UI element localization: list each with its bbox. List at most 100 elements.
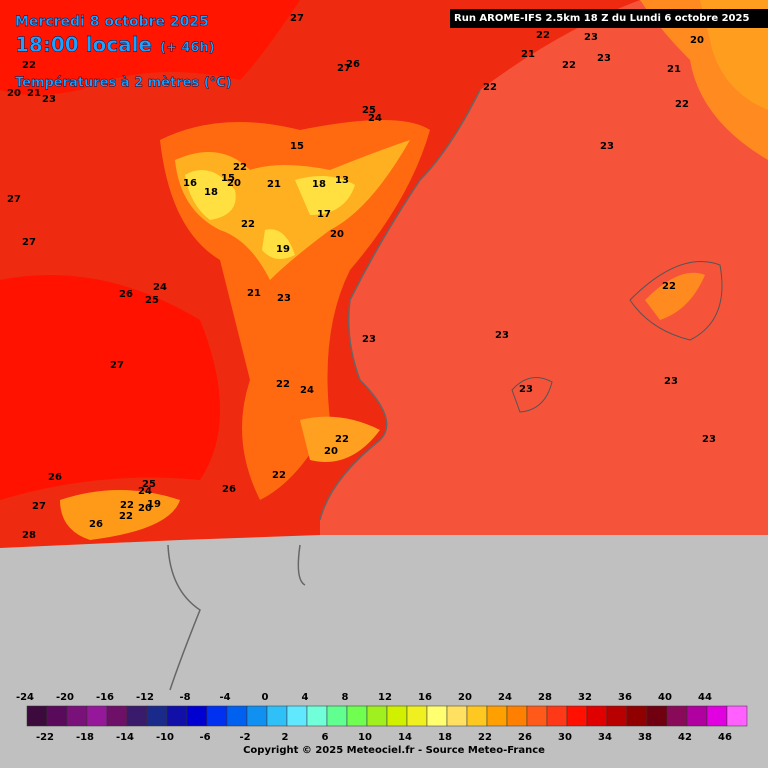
colorbar-tick-label: -6 [199,732,210,743]
colorbar-tick-label: 8 [342,692,349,703]
temperature-label: 27 [290,13,304,24]
colorbar-tick-label: -4 [219,692,230,703]
temperature-label: 19 [147,499,161,510]
colorbar-tick-label: -20 [56,692,74,703]
temperature-label: 22 [241,219,255,230]
temperature-label: 22 [233,162,247,173]
temperature-label: 24 [138,486,152,497]
colorbar-swatch [26,705,48,727]
temperature-label: 22 [483,82,497,93]
colorbar-swatch [626,705,648,727]
run-box [450,9,768,28]
temperature-label: 23 [42,94,56,105]
colorbar-swatch [446,705,468,727]
colorbar-tick-label: 30 [558,732,572,743]
colorbar-tick-label: 12 [378,692,392,703]
temperature-label: 21 [267,179,281,190]
colorbar-tick-label: 0 [262,692,269,703]
colorbar-swatch [466,705,488,727]
temperature-label: 22 [119,511,133,522]
colorbar-swatch [666,705,688,727]
colorbar-tick-label: -8 [179,692,190,703]
temperature-label: 28 [22,530,36,541]
colorbar-swatch [426,705,448,727]
temperature-label: 23 [495,330,509,341]
colorbar-tick-label: 10 [358,732,372,743]
colorbar-tick-label: 18 [438,732,452,743]
temperature-label: 24 [368,113,382,124]
temperature-label: 26 [346,59,360,70]
temperature-label: 21 [247,288,261,299]
temperature-label: 23 [519,384,533,395]
temperature-label: 22 [276,379,290,390]
colorbar-swatch [286,705,308,727]
colorbar-tick-label: 44 [698,692,712,703]
temperature-label: 13 [335,175,349,186]
temperature-label: 27 [7,194,21,205]
temperature-label: 25 [145,295,159,306]
colorbar-swatch [726,705,748,727]
colorbar-swatch [366,705,388,727]
temperature-label: 18 [204,187,218,198]
colorbar-tick-label: 16 [418,692,432,703]
temperature-label: 20 [690,35,704,46]
temperature-label: 23 [600,141,614,152]
colorbar-swatch [566,705,588,727]
temperature-label: 21 [521,49,535,60]
mountain [300,416,380,462]
temperature-label: 26 [222,484,236,495]
colorbar-swatch [506,705,528,727]
temperature-label: 22 [662,281,676,292]
colorbar-swatch [306,705,328,727]
colorbar-tick-label: -24 [16,692,34,703]
colorbar-swatch [86,705,108,727]
colorbar-tick-label: 40 [658,692,672,703]
colorbar-tick-label: 32 [578,692,592,703]
colorbar-swatch [66,705,88,727]
colorbar-tick-label: 28 [538,692,552,703]
colorbar-swatch [486,705,508,727]
temperature-label: 20 [227,178,241,189]
temperature-label: 20 [330,229,344,240]
border [167,544,306,691]
field: Températures à 2 mètres (°C) [15,76,232,91]
temperature-label: 27 [32,501,46,512]
colorbar-tick-label: -22 [36,732,54,743]
colorbar-swatch [326,705,348,727]
island-high [645,272,705,320]
temperature-label: 24 [153,282,167,293]
temperature-label: 15 [221,173,235,184]
colorbar-swatch [646,705,668,727]
colorbar-swatch [546,705,568,727]
temperature-label: 22 [272,470,286,481]
colorbar-swatch [46,705,68,727]
temperature-label: 23 [664,376,678,387]
colorbar-swatch [686,705,708,727]
colorbar-swatch [266,705,288,727]
colorbar-swatch [186,705,208,727]
colorbar-swatch [386,705,408,727]
temperature-label: 19 [276,244,290,255]
temperature-label: 25 [142,479,156,490]
temperature-label: 23 [362,334,376,345]
mountain-peak [185,170,236,220]
temperature-label: 20 [7,88,21,99]
colorbar-swatch [246,705,268,727]
temperature-label: 16 [183,178,197,189]
colorbar-tick-label: -12 [136,692,154,703]
land-hot [0,275,220,500]
island [511,377,553,413]
copyright: Copyright © 2025 Meteociel.fr - Source M… [243,745,545,756]
mountain [175,140,410,280]
temperature-label: 22 [22,60,36,71]
temperature-label: 23 [597,53,611,64]
colorbar-tick-label: 36 [618,692,632,703]
colorbar-tick-label: 6 [322,732,329,743]
temperature-label: 26 [89,519,103,530]
colorbar-swatch [146,705,168,727]
temperature-label: 23 [277,293,291,304]
temperature-label: 20 [324,446,338,457]
colorbar-tick-label: -18 [76,732,94,743]
colorbar-tick-label: -2 [239,732,250,743]
